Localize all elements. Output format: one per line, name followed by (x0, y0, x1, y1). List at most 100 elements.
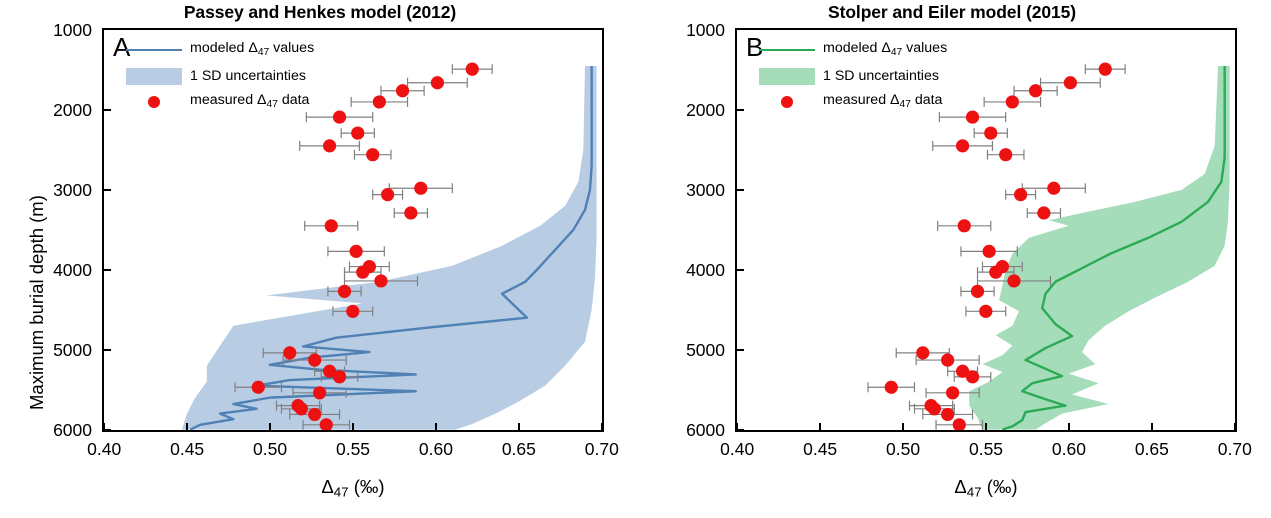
x-axis-tick (736, 423, 739, 432)
data-point (319, 418, 333, 430)
y-axis-tick (102, 348, 111, 352)
data-point (1028, 84, 1043, 98)
data-point (957, 219, 971, 233)
x-axis-tick-label: 0.45 (803, 439, 838, 459)
x-axis-tick (902, 423, 905, 432)
modeled-line (1002, 65, 1226, 430)
legend-dot-label: measured Δ47 data (190, 92, 310, 111)
y-axis-tick (735, 428, 744, 431)
data-point (356, 265, 370, 279)
panel-b-x-axis-title: Δ47 (‰) (954, 476, 1018, 500)
data-point (941, 407, 955, 422)
y-axis-tick-label: 2000 (53, 100, 92, 121)
legend-band-label: 1 SD uncertainties (823, 67, 939, 84)
data-point (374, 274, 388, 288)
data-point (308, 353, 322, 367)
x-axis-tick-label: 0.45 (170, 439, 205, 459)
y-axis-tick-label: 1000 (53, 20, 92, 41)
legend-band-swatch (759, 67, 815, 85)
data-point (430, 76, 444, 90)
data-point (332, 370, 347, 384)
legend-band-label: 1 SD uncertainties (190, 67, 306, 84)
panel-a-y-axis-title: Maximum burial depth (m) (26, 195, 47, 410)
x-axis-tick (1233, 423, 1236, 432)
data-point (294, 402, 308, 416)
legend-line-swatch (126, 49, 182, 51)
y-axis-tick (102, 268, 111, 272)
data-point (324, 219, 338, 233)
uncertainty-band (181, 65, 597, 430)
data-point (927, 402, 941, 416)
y-axis-tick-label: 3000 (686, 180, 725, 201)
x-axis-tick (985, 423, 988, 432)
data-point (984, 126, 998, 140)
data-point (1005, 95, 1019, 109)
legend-dot-label: measured Δ47 data (823, 92, 943, 111)
data-point (381, 188, 395, 202)
x-axis-tick (1150, 423, 1154, 432)
data-point (999, 148, 1013, 162)
x-axis-tick (103, 423, 106, 432)
y-axis-tick-label: 3000 (53, 180, 92, 201)
x-axis-tick (819, 423, 822, 432)
data-point (351, 126, 365, 140)
y-axis-tick (102, 189, 111, 192)
x-axis-tick (517, 423, 521, 432)
x-axis-tick-label: 0.40 (720, 439, 755, 459)
x-axis-tick-label: 0.65 (1134, 439, 1169, 459)
data-point (404, 206, 418, 220)
panel-a-plot-area (102, 28, 604, 432)
panel-a-letter: A (113, 32, 131, 62)
panel-a-x-axis-title: Δ47 (‰) (321, 476, 385, 500)
panel-a: Passey and Henkes model (2012) A modeled… (26, 2, 619, 500)
y-axis-tick (735, 268, 744, 272)
data-point (322, 364, 337, 378)
y-axis-tick (102, 428, 111, 431)
data-point (1098, 62, 1112, 76)
y-axis-tick-label: 1000 (686, 20, 725, 41)
data-point (965, 110, 980, 124)
legend-line-label: modeled Δ47 values (823, 40, 948, 59)
legend-item-uncertainty-band: 1 SD uncertainties (759, 66, 939, 86)
panel-b-letter: B (746, 32, 764, 62)
x-axis-tick-label: 0.55 (968, 439, 1004, 459)
y-axis-tick (735, 348, 744, 352)
y-axis-tick-label: 2000 (686, 100, 725, 121)
panel-b-data-layer (867, 62, 1230, 430)
data-point (337, 284, 352, 298)
data-point (414, 181, 428, 195)
x-axis-tick (186, 423, 189, 432)
y-axis-tick-label: 5000 (53, 339, 92, 360)
x-axis-tick-label: 0.55 (335, 439, 371, 459)
legend-item-measured-data: measured Δ47 data (126, 92, 309, 112)
y-axis-tick-label: 4000 (686, 259, 725, 280)
data-point (955, 364, 970, 378)
legend-line-label: modeled Δ47 values (190, 40, 315, 59)
panel-b-plot-area (735, 28, 1237, 432)
x-axis-tick-label: 0.50 (253, 439, 288, 459)
data-point (979, 304, 993, 318)
data-point (965, 370, 980, 384)
y-axis-tick-label: 5000 (686, 339, 725, 360)
data-point (941, 353, 955, 367)
x-axis-tick (434, 423, 438, 432)
data-point (322, 139, 337, 153)
panel-a-data-layer (181, 62, 597, 430)
data-point (332, 110, 347, 124)
legend-item-measured-data: measured Δ47 data (759, 92, 942, 112)
data-point (916, 346, 930, 360)
x-axis-tick-label: 0.70 (584, 439, 619, 459)
panel-b-title: Stolper and Eiler model (2015) (828, 2, 1076, 22)
data-point (1014, 188, 1028, 202)
data-point (465, 62, 479, 76)
data-point (884, 380, 898, 394)
y-axis-tick-label: 4000 (53, 259, 92, 280)
data-point (982, 244, 996, 258)
x-axis-tick-label: 0.60 (1051, 439, 1086, 459)
legend-line-swatch (759, 49, 815, 51)
data-point (308, 407, 322, 422)
legend-item-uncertainty-band: 1 SD uncertainties (126, 66, 306, 86)
x-axis-tick (269, 423, 272, 432)
data-point (989, 265, 1003, 279)
